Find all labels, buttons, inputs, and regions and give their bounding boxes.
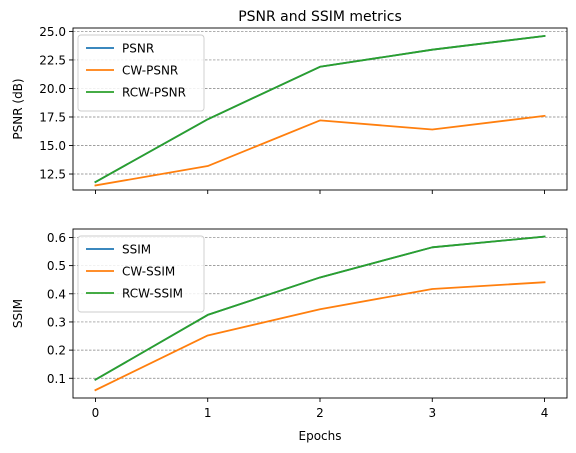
x-tick-label: 0 <box>92 406 100 420</box>
y-tick-label-psnr: 22.5 <box>39 53 66 67</box>
series-line-cw-ssim <box>94 281 546 392</box>
x-axis-label: Epochs <box>299 429 342 443</box>
y-tick-label-ssim: 0.1 <box>47 372 66 386</box>
ssim-subplot: SSIM Epochs 0.1 0.2 0.3 0.4 0.5 0.6 0 1 2 3 4 SSIM… <box>11 228 568 443</box>
y-tick-label-psnr: 25.0 <box>39 25 66 39</box>
y-tick-label-ssim: 0.5 <box>47 259 66 273</box>
y-tick-label-ssim: 0.2 <box>47 344 66 358</box>
psnr-subplot: PSNR and SSIM metrics PSNR (dB) 12.5 15.0… <box>11 9 568 194</box>
legend-label: CW-PSNR <box>122 64 178 78</box>
legend-psnr: PSNR CW-PSNR RCW-PSNR <box>77 34 205 112</box>
chart-title: PSNR and SSIM metrics <box>238 9 402 25</box>
legend-label: SSIM <box>122 243 151 257</box>
legend-label: RCW-PSNR <box>122 86 186 100</box>
y-tick-label-psnr: 17.5 <box>39 110 66 124</box>
y-tick-label-psnr: 15.0 <box>39 139 66 153</box>
y-axis-label-psnr: PSNR (dB) <box>11 78 25 139</box>
x-tick-label: 1 <box>204 406 212 420</box>
x-tick-label: 3 <box>428 406 436 420</box>
y-tick-label-ssim: 0.4 <box>47 287 66 301</box>
x-tick-label: 4 <box>541 406 549 420</box>
series-line-cw-psnr <box>94 114 546 187</box>
y-tick-label-ssim: 0.3 <box>47 315 66 329</box>
legend-label: PSNR <box>122 42 154 56</box>
ticks-ssim: 0.1 0.2 0.3 0.4 0.5 0.6 0 1 2 3 4 <box>47 231 548 420</box>
series-line-rcw-ssim <box>94 235 546 381</box>
legend-label: CW-SSIM <box>122 265 175 279</box>
series-line-rcw-psnr <box>94 34 546 184</box>
y-tick-label-ssim: 0.6 <box>47 231 66 245</box>
ticks-psnr: 12.5 15.0 17.5 20.0 22.5 25.0 <box>39 25 545 194</box>
legend-label: RCW-SSIM <box>122 287 183 301</box>
series-group-psnr <box>94 34 546 187</box>
y-tick-label-psnr: 12.5 <box>39 168 66 182</box>
legend-ssim: SSIM CW-SSIM RCW-SSIM <box>77 235 205 313</box>
y-tick-label-psnr: 20.0 <box>39 82 66 96</box>
x-tick-label: 2 <box>316 406 324 420</box>
series-group-ssim <box>94 235 546 392</box>
y-axis-label-ssim: SSIM <box>11 299 25 328</box>
